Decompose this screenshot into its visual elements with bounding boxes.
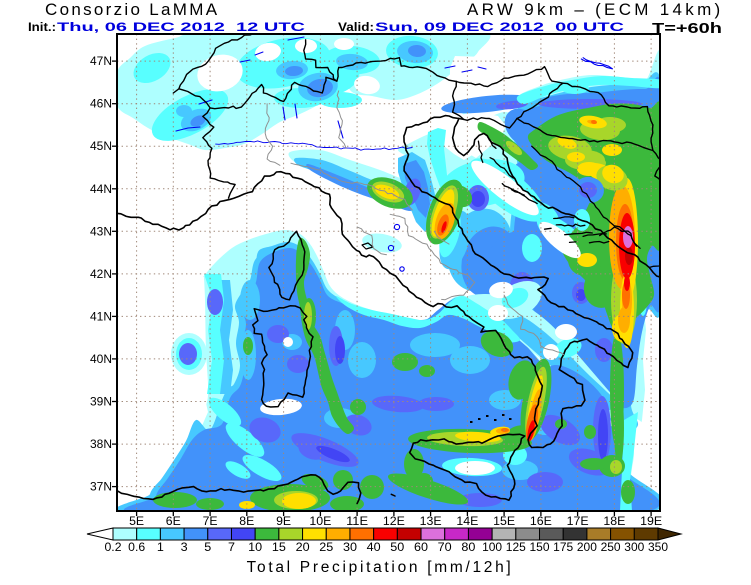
svg-text:Valid:: Valid:	[338, 20, 374, 34]
svg-text:8E: 8E	[239, 516, 254, 528]
svg-text:9E: 9E	[276, 516, 291, 528]
svg-text:44N: 44N	[90, 184, 112, 196]
svg-text:30: 30	[343, 542, 357, 554]
svg-text:7: 7	[228, 542, 235, 554]
svg-text:3: 3	[181, 542, 188, 554]
svg-text:13E: 13E	[420, 516, 442, 528]
svg-text:Thu, 06 DEC 2012 12 UTC: Thu, 06 DEC 2012 12 UTC	[57, 20, 306, 34]
svg-text:Total Precipitation [mm/12h]: Total Precipitation [mm/12h]	[247, 559, 514, 576]
svg-text:42N: 42N	[90, 269, 112, 281]
svg-text:16E: 16E	[530, 516, 552, 528]
svg-text:200: 200	[577, 542, 597, 554]
svg-text:45N: 45N	[90, 141, 112, 153]
svg-text:70: 70	[438, 542, 452, 554]
svg-text:100: 100	[482, 542, 502, 554]
svg-text:0.6: 0.6	[128, 542, 145, 554]
svg-text:40: 40	[367, 542, 381, 554]
svg-text:39N: 39N	[90, 397, 112, 409]
svg-text:37N: 37N	[90, 482, 112, 494]
svg-text:10E: 10E	[309, 516, 331, 528]
svg-text:46N: 46N	[90, 99, 112, 111]
svg-text:25: 25	[319, 542, 333, 554]
svg-text:47N: 47N	[90, 56, 112, 68]
svg-text:300: 300	[624, 542, 644, 554]
svg-text:T=+60h: T=+60h	[652, 20, 722, 37]
svg-text:5E: 5E	[129, 516, 144, 528]
svg-text:10: 10	[248, 542, 262, 554]
svg-text:Init.:: Init.:	[28, 20, 56, 34]
svg-text:Sun, 09 DEC 2012 00 UTC: Sun, 09 DEC 2012 00 UTC	[375, 20, 625, 34]
svg-text:15E: 15E	[493, 516, 515, 528]
svg-text:ARW 9km – (ECM 14km): ARW 9km – (ECM 14km)	[467, 0, 724, 19]
svg-text:60: 60	[414, 542, 428, 554]
svg-text:Consorzio LaMMA: Consorzio LaMMA	[45, 0, 219, 19]
svg-text:41N: 41N	[90, 311, 112, 323]
svg-text:80: 80	[461, 542, 475, 554]
svg-text:20: 20	[296, 542, 310, 554]
svg-text:43N: 43N	[90, 226, 112, 238]
svg-text:38N: 38N	[90, 439, 112, 451]
svg-text:19E: 19E	[640, 516, 662, 528]
svg-text:7E: 7E	[203, 516, 218, 528]
svg-text:350: 350	[648, 542, 668, 554]
svg-text:1: 1	[157, 542, 164, 554]
svg-text:12E: 12E	[383, 516, 405, 528]
svg-text:6E: 6E	[166, 516, 181, 528]
svg-text:18E: 18E	[603, 516, 625, 528]
svg-text:40N: 40N	[90, 354, 112, 366]
svg-text:11E: 11E	[346, 516, 368, 528]
svg-text:15: 15	[272, 542, 286, 554]
svg-text:14E: 14E	[456, 516, 478, 528]
svg-text:175: 175	[553, 542, 573, 554]
svg-text:0.2: 0.2	[105, 542, 122, 554]
svg-text:250: 250	[601, 542, 621, 554]
svg-text:5: 5	[204, 542, 211, 554]
svg-text:17E: 17E	[567, 516, 589, 528]
svg-text:50: 50	[390, 542, 404, 554]
svg-text:125: 125	[506, 542, 526, 554]
svg-text:150: 150	[530, 542, 550, 554]
